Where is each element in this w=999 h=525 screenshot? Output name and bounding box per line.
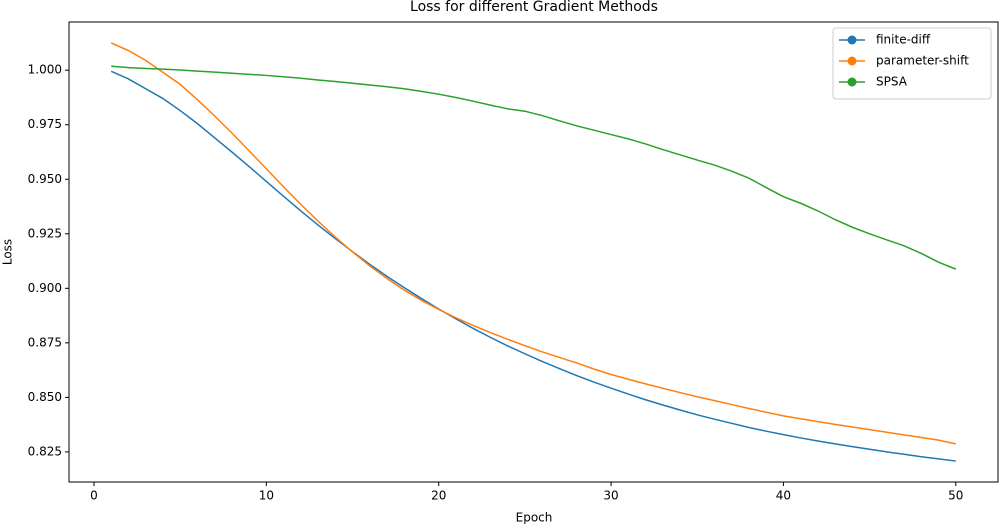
legend-marker — [847, 56, 857, 66]
y-tick-label: 0.950 — [28, 172, 62, 186]
legend-marker — [847, 77, 857, 87]
legend-label: parameter-shift — [876, 54, 969, 68]
legend: finite-diff parameter-shift SPSA — [832, 27, 992, 100]
x-tick-label: 40 — [776, 489, 791, 503]
plot-frame — [68, 21, 999, 483]
legend-box — [832, 27, 992, 100]
y-tick-label: 0.925 — [28, 226, 62, 240]
y-tick-label: 0.900 — [28, 281, 62, 295]
y-tick-label: 0.975 — [28, 117, 62, 131]
y-tick-label: 0.825 — [28, 444, 62, 458]
chart-title: Loss for different Gradient Methods — [410, 0, 658, 15]
legend-label: finite-diff — [876, 33, 931, 47]
y-tick-label: 0.850 — [28, 390, 62, 404]
x-tick-label: 10 — [259, 489, 274, 503]
line-series — [110, 70, 956, 462]
x-tick-label: 30 — [603, 489, 618, 503]
y-tick-label: 1.000 — [28, 63, 62, 77]
y-axis-label: Loss — [1, 239, 15, 265]
line-series — [110, 42, 956, 445]
legend-marker — [847, 35, 857, 45]
y-tick-label: 0.875 — [28, 335, 62, 349]
line-series — [111, 65, 957, 270]
legend-label: SPSA — [876, 75, 908, 89]
x-tick-label: 20 — [431, 489, 446, 503]
x-tick-label: 50 — [948, 489, 963, 503]
x-axis-label: Epoch — [516, 511, 553, 525]
x-tick-label: 0 — [90, 489, 98, 503]
